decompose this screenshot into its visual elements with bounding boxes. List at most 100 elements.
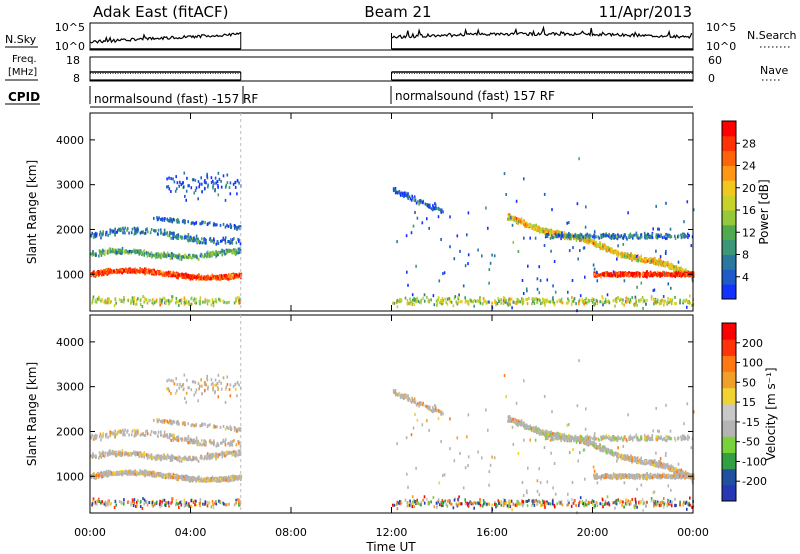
scatter-cell bbox=[634, 233, 636, 237]
scatter-cell bbox=[502, 296, 505, 300]
scatter-cell bbox=[92, 452, 94, 456]
scatter-cell bbox=[219, 251, 221, 255]
scatter-cell bbox=[646, 272, 649, 276]
scatter-cell bbox=[618, 234, 620, 238]
scatter-cell bbox=[515, 199, 518, 203]
scatter-cell bbox=[126, 227, 129, 231]
scatter-cell bbox=[118, 227, 120, 231]
scatter-cell bbox=[689, 294, 691, 298]
scatter-cell bbox=[152, 302, 155, 306]
scatter-cell bbox=[611, 273, 613, 277]
scatter-cell bbox=[107, 271, 110, 275]
scatter-cell bbox=[141, 305, 144, 308]
scatter-cell bbox=[236, 179, 239, 183]
scatter-cell bbox=[199, 302, 201, 306]
scatter-cell bbox=[588, 236, 591, 240]
scatter-cell bbox=[598, 243, 600, 247]
scatter-cell bbox=[585, 297, 587, 301]
scatter-cell bbox=[212, 478, 215, 482]
scatter-cell bbox=[662, 260, 665, 264]
scatter-cell bbox=[549, 300, 551, 304]
scatter-cell bbox=[206, 250, 209, 254]
scatter-cell bbox=[163, 271, 165, 275]
scatter-cell bbox=[666, 236, 668, 240]
scatter-cell bbox=[107, 435, 109, 439]
scatter-cell bbox=[601, 233, 604, 237]
scatter-cell bbox=[218, 297, 220, 301]
scatter-cell bbox=[154, 256, 157, 259]
scatter-cell bbox=[165, 473, 167, 477]
scatter-cell bbox=[508, 297, 510, 301]
scatter-cell bbox=[135, 271, 138, 275]
scatter-cell bbox=[111, 449, 114, 453]
scatter-cell bbox=[552, 236, 554, 240]
scatter-cell bbox=[449, 300, 452, 304]
scatter-cell bbox=[210, 181, 213, 184]
scatter-cell bbox=[520, 217, 523, 221]
scatter-cell bbox=[217, 185, 219, 189]
scatter-cell bbox=[544, 235, 547, 239]
scatter-cell bbox=[634, 275, 636, 279]
scatter-cell bbox=[118, 452, 120, 456]
scatter-cell bbox=[134, 229, 136, 233]
scatter-cell bbox=[232, 250, 235, 254]
scatter-cell bbox=[94, 232, 96, 236]
scatter-cell bbox=[177, 300, 180, 304]
scatter-cell bbox=[675, 271, 677, 275]
scatter-cell bbox=[642, 298, 645, 302]
scatter-cell bbox=[473, 298, 476, 302]
scatter-cell bbox=[143, 252, 146, 255]
scatter-cell bbox=[179, 180, 181, 184]
scatter-cell bbox=[622, 236, 625, 240]
scatter-cell bbox=[539, 302, 542, 306]
scatter-cell bbox=[187, 253, 190, 257]
scatter-cell bbox=[414, 298, 416, 302]
scatter-cell bbox=[214, 176, 217, 180]
scatter-cell bbox=[114, 298, 117, 302]
scatter-cell bbox=[651, 273, 653, 277]
scatter-cell bbox=[539, 279, 542, 283]
scatter-cell bbox=[606, 273, 609, 277]
scatter-cell bbox=[145, 251, 148, 255]
scatter-cell bbox=[205, 181, 207, 185]
scatter-cell bbox=[113, 269, 115, 273]
scatter-cell bbox=[662, 299, 664, 302]
scatter-cell bbox=[114, 452, 117, 456]
scatter-cell bbox=[635, 300, 637, 304]
scatter-cell bbox=[236, 429, 238, 433]
scatter-cell bbox=[116, 230, 118, 234]
scatter-cell bbox=[156, 270, 159, 274]
scatter-cell bbox=[683, 299, 686, 303]
scatter-cell bbox=[122, 428, 124, 432]
scatter-cell bbox=[187, 184, 189, 188]
scatter-cell bbox=[213, 241, 215, 244]
scatter-cell bbox=[626, 274, 628, 277]
scatter-cell bbox=[234, 275, 237, 279]
scatter-cell bbox=[235, 241, 238, 245]
scatter-cell bbox=[536, 298, 539, 302]
scatter-cell bbox=[205, 238, 207, 242]
scatter-cell bbox=[107, 469, 109, 473]
scatter-cell bbox=[200, 479, 202, 483]
scatter-cell bbox=[491, 301, 493, 305]
scatter-cell bbox=[522, 300, 525, 304]
scatter-cell bbox=[198, 479, 200, 483]
scatter-cell bbox=[237, 453, 240, 457]
scatter-cell bbox=[547, 231, 550, 235]
scatter-cell bbox=[100, 270, 102, 274]
colorbar-tick-label: 24 bbox=[742, 160, 756, 173]
scatter-cell bbox=[171, 295, 173, 299]
scatter-cell bbox=[456, 234, 459, 238]
scatter-cell bbox=[202, 240, 205, 244]
scatter-cell bbox=[222, 299, 224, 303]
scatter-cell bbox=[436, 301, 439, 305]
scatter-cell bbox=[486, 300, 488, 304]
scatter-cell bbox=[104, 454, 106, 458]
scatter-cell bbox=[464, 300, 467, 304]
scatter-cell bbox=[441, 300, 443, 303]
scatter-cell bbox=[677, 274, 679, 277]
cpid-segment-1: normalsound (fast) -157 RF bbox=[94, 92, 258, 106]
scatter-cell bbox=[239, 450, 242, 454]
scatter-cell bbox=[404, 194, 406, 197]
scatter-cell bbox=[667, 296, 669, 300]
